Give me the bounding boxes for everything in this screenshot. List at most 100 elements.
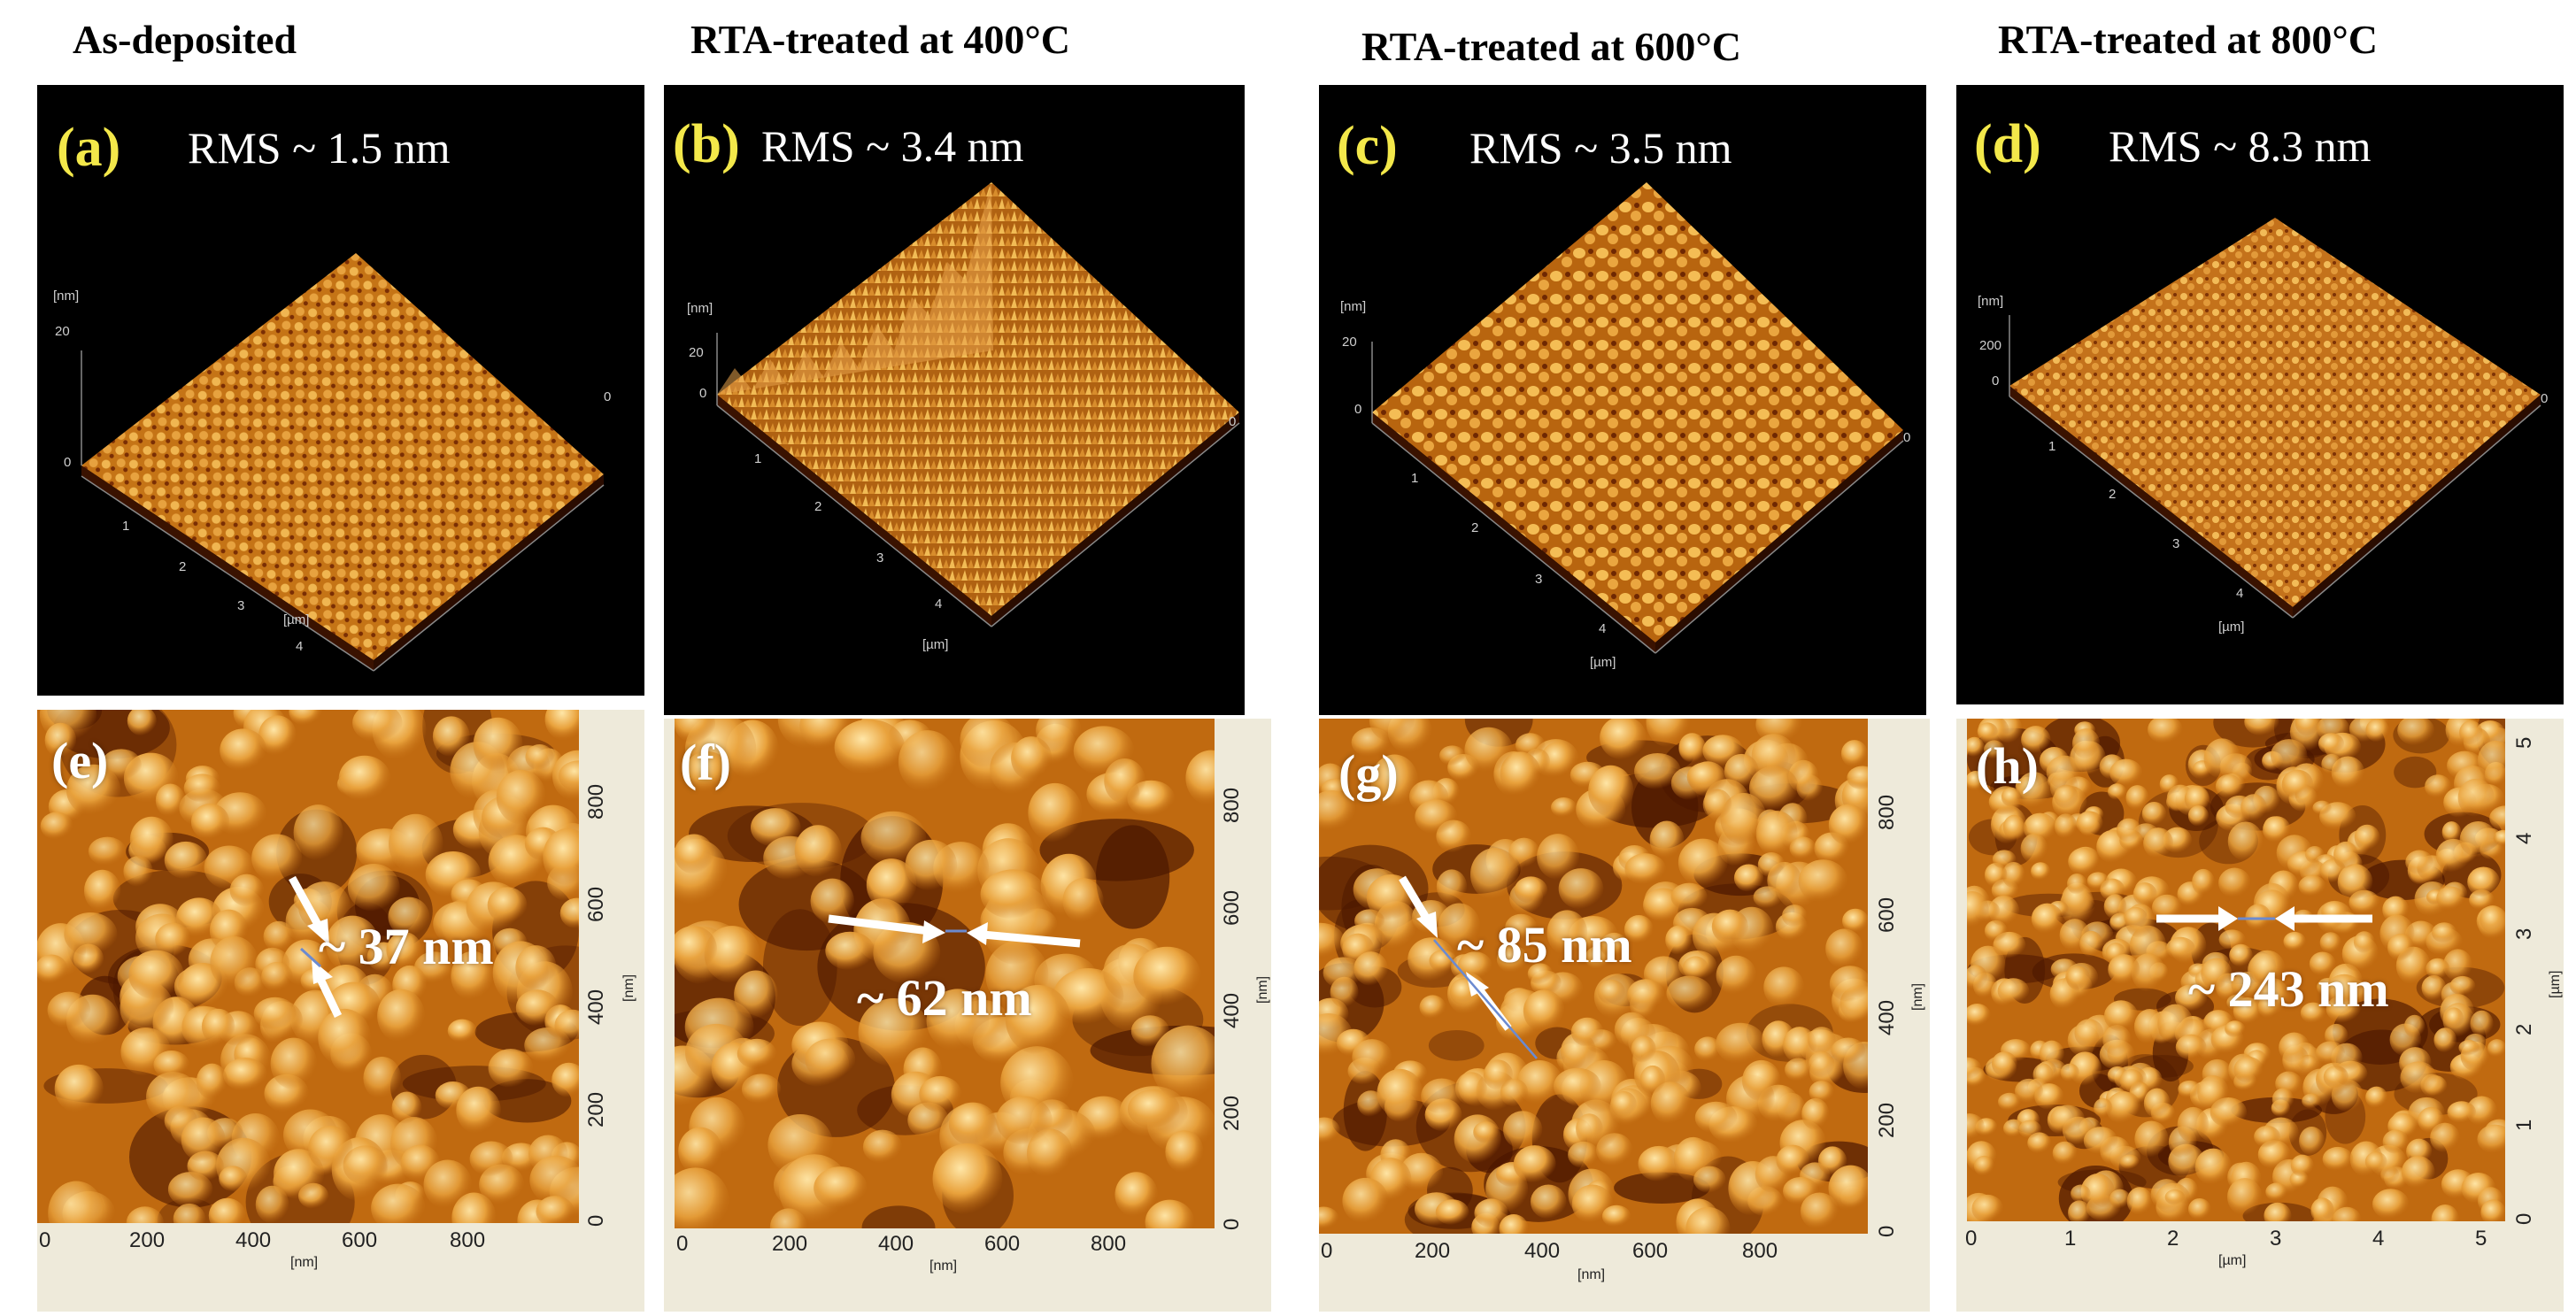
xy-tick-a-4: 4 bbox=[296, 639, 304, 654]
rms-d: RMS ~ 8.3 nm bbox=[2109, 121, 2372, 171]
arrows-f bbox=[828, 914, 1081, 948]
panel-b-3d: (b) RMS ~ 3.4 nm 20 0 [nm] 0 1 2 3 4 [µm… bbox=[664, 85, 1245, 715]
x-tick-h-2: 2 bbox=[2167, 1227, 2179, 1251]
xy-tick-a-3: 3 bbox=[237, 598, 245, 613]
z-tick-top-d: 200 bbox=[1979, 338, 2002, 353]
surface-3d-b bbox=[716, 182, 1240, 627]
x-tick-g-3: 600 bbox=[1632, 1239, 1669, 1263]
panel-h-2d: (h) ~ 243 nm 0 1 2 3 4 5 [µm] 0 1 2 3 4 … bbox=[1956, 719, 2564, 1312]
xy-tick-c-1: 1 bbox=[1411, 471, 1419, 486]
afm-texture-e bbox=[37, 710, 579, 1223]
label-h: (h) bbox=[1976, 737, 2039, 795]
xy-unit-d: [µm] bbox=[2218, 620, 2245, 635]
label-g: (g) bbox=[1338, 744, 1399, 802]
x-tick-e-1: 200 bbox=[129, 1228, 166, 1252]
y-unit-h: [µm] bbox=[2548, 970, 2563, 998]
xy-tick-b-0: 0 bbox=[1229, 414, 1237, 429]
afm-image-h bbox=[1967, 719, 2505, 1221]
x-tick-g-2: 400 bbox=[1524, 1239, 1561, 1263]
label-d: (d) bbox=[1974, 114, 2041, 174]
label-a: (a) bbox=[57, 118, 121, 178]
rms-b: RMS ~ 3.4 nm bbox=[761, 121, 1024, 171]
y-tick-e-3: 600 bbox=[584, 886, 608, 922]
y-tick-g-2: 400 bbox=[1875, 999, 1899, 1035]
xy-tick-c-0: 0 bbox=[1903, 430, 1911, 445]
y-tick-e-4: 800 bbox=[584, 783, 608, 820]
z-unit-a: [nm] bbox=[53, 289, 80, 304]
afm-texture-h bbox=[1967, 719, 2505, 1221]
panel-e-2d: (e) ~ 37 nm 0 200 400 600 800 [nm] 0 200… bbox=[37, 710, 644, 1312]
y-tick-f-2: 400 bbox=[1220, 992, 1244, 1028]
panel-f-2d: (f) ~ 62 nm 0 200 400 600 800 [nm] 0 200… bbox=[664, 719, 1271, 1312]
xy-tick-d-1: 1 bbox=[2048, 439, 2056, 454]
xy-tick-b-4: 4 bbox=[935, 596, 943, 612]
afm-image-e bbox=[37, 710, 579, 1223]
surface-3d-a bbox=[81, 253, 605, 672]
xy-tick-a-0: 0 bbox=[604, 389, 612, 404]
panel-g-2d: (g) ~ 85 nm 0 200 400 600 800 [nm] 0 200… bbox=[1319, 719, 1930, 1312]
x-tick-g-1: 200 bbox=[1415, 1239, 1451, 1263]
x-tick-h-5: 5 bbox=[2475, 1227, 2487, 1251]
x-tick-f-3: 600 bbox=[984, 1232, 1021, 1256]
z-tick-zero-d: 0 bbox=[1992, 373, 2000, 389]
y-unit-e: [nm] bbox=[621, 974, 636, 1002]
grain-size-f: ~ 62 nm bbox=[857, 969, 1032, 1027]
z-unit-b: [nm] bbox=[687, 301, 713, 316]
x-tick-f-2: 400 bbox=[878, 1232, 914, 1256]
y-tick-g-0: 0 bbox=[1875, 1225, 1899, 1237]
y-tick-h-2: 2 bbox=[2512, 1023, 2536, 1035]
x-unit-f: [nm] bbox=[929, 1258, 958, 1274]
rms-c: RMS ~ 3.5 nm bbox=[1469, 123, 1732, 173]
y-tick-h-0: 0 bbox=[2512, 1212, 2536, 1225]
title-rta-600: RTA-treated at 600°C bbox=[1361, 24, 1741, 69]
z-tick-top-a: 20 bbox=[55, 324, 70, 339]
y-tick-e-2: 400 bbox=[584, 989, 608, 1025]
panel-a-3d: (a) RMS ~ 1.5 nm 20 0 [nm] 0 1 2 3 4 [µm… bbox=[37, 85, 644, 696]
y-tick-h-5: 5 bbox=[2512, 736, 2536, 749]
z-tick-top-b: 20 bbox=[689, 345, 704, 360]
y-tick-h-4: 4 bbox=[2512, 832, 2536, 844]
label-c: (c) bbox=[1337, 116, 1398, 176]
arrows-g bbox=[1399, 875, 1538, 1059]
afm-image-g bbox=[1319, 719, 1868, 1234]
x-tick-e-0: 0 bbox=[39, 1228, 51, 1252]
z-unit-c: [nm] bbox=[1340, 299, 1367, 314]
xy-tick-d-4: 4 bbox=[2236, 586, 2244, 601]
label-b: (b) bbox=[673, 114, 740, 174]
y-tick-f-4: 800 bbox=[1220, 787, 1244, 823]
title-rta-800: RTA-treated at 800°C bbox=[1998, 17, 2378, 62]
x-tick-f-1: 200 bbox=[772, 1232, 808, 1256]
afm-texture-f bbox=[675, 719, 1215, 1228]
x-tick-g-4: 800 bbox=[1742, 1239, 1778, 1263]
xy-tick-b-1: 1 bbox=[754, 451, 762, 466]
xy-tick-c-2: 2 bbox=[1471, 520, 1479, 535]
grain-size-h: ~ 243 nm bbox=[2188, 960, 2389, 1018]
y-tick-e-1: 200 bbox=[584, 1091, 608, 1127]
y-tick-f-0: 0 bbox=[1220, 1218, 1244, 1230]
x-unit-e: [nm] bbox=[290, 1255, 319, 1270]
xy-tick-a-1: 1 bbox=[122, 519, 130, 534]
x-unit-h: [µm] bbox=[2218, 1253, 2247, 1268]
xy-tick-d-0: 0 bbox=[2541, 391, 2549, 406]
x-unit-g: [nm] bbox=[1577, 1267, 1606, 1282]
z-tick-top-c: 20 bbox=[1342, 335, 1357, 350]
z-tick-zero-b: 0 bbox=[699, 386, 707, 401]
grain-size-e: ~ 37 nm bbox=[319, 918, 494, 975]
xy-unit-b: [µm] bbox=[922, 637, 949, 652]
xy-tick-d-2: 2 bbox=[2109, 487, 2117, 502]
rms-a: RMS ~ 1.5 nm bbox=[188, 123, 451, 173]
x-tick-h-0: 0 bbox=[1965, 1227, 1978, 1251]
y-tick-e-0: 0 bbox=[584, 1214, 608, 1227]
y-tick-h-3: 3 bbox=[2512, 927, 2536, 940]
xy-unit-c: [µm] bbox=[1590, 655, 1616, 670]
xy-tick-c-3: 3 bbox=[1535, 572, 1543, 587]
x-tick-f-0: 0 bbox=[676, 1232, 689, 1256]
x-tick-g-0: 0 bbox=[1321, 1239, 1333, 1263]
y-tick-h-1: 1 bbox=[2512, 1119, 2536, 1131]
panel-d-3d: (d) RMS ~ 8.3 nm 200 0 [nm] 0 1 2 3 4 [µ… bbox=[1956, 85, 2564, 704]
x-tick-e-2: 400 bbox=[235, 1228, 272, 1252]
title-rta-400: RTA-treated at 400°C bbox=[690, 17, 1070, 62]
surface-3d-d bbox=[2009, 218, 2541, 619]
label-f: (f) bbox=[680, 734, 731, 791]
z-tick-zero-c: 0 bbox=[1354, 402, 1362, 417]
